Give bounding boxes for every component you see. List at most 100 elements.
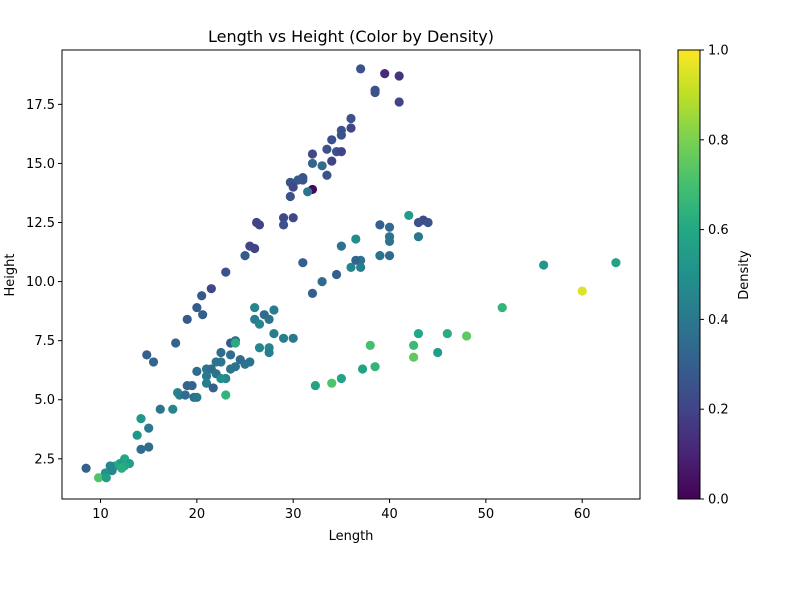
y-tick-label: 10.0 xyxy=(26,275,55,290)
data-point xyxy=(117,463,127,473)
points-layer xyxy=(81,64,621,483)
data-point xyxy=(327,135,337,145)
data-point xyxy=(394,97,404,107)
colorbar-axis: 0.0 0.2 0.4 0.6 0.8 1.0 xyxy=(700,44,729,508)
data-point xyxy=(278,213,289,223)
data-point xyxy=(144,423,154,433)
data-point xyxy=(81,463,91,473)
data-point xyxy=(230,338,240,348)
colorbar-tick-label: 0.6 xyxy=(708,223,729,238)
data-point xyxy=(293,175,303,185)
y-axis-label: Height xyxy=(3,254,18,297)
data-point xyxy=(346,113,356,124)
y-tick-label: 2.5 xyxy=(34,452,55,467)
data-point xyxy=(206,284,216,294)
data-point xyxy=(278,220,289,230)
colorbar-label: Density xyxy=(737,250,752,300)
data-point xyxy=(370,362,380,372)
data-point xyxy=(136,444,146,454)
data-point xyxy=(357,364,368,374)
data-point xyxy=(462,331,472,341)
data-point xyxy=(409,340,419,350)
colorbar-tick-label: 0.4 xyxy=(708,313,729,328)
chart-title: Length vs Height (Color by Density) xyxy=(208,27,494,46)
data-point xyxy=(136,414,146,424)
x-tick-label: 30 xyxy=(285,507,302,522)
data-point xyxy=(433,347,443,358)
data-point xyxy=(201,378,212,388)
data-point xyxy=(413,232,424,242)
data-point xyxy=(331,269,342,280)
data-point xyxy=(269,305,279,315)
data-point xyxy=(307,158,318,169)
data-point xyxy=(192,392,202,402)
data-point xyxy=(317,161,327,171)
data-point xyxy=(216,347,226,358)
data-point xyxy=(254,343,265,353)
data-point xyxy=(182,380,192,391)
data-point xyxy=(101,473,111,483)
data-point xyxy=(182,314,192,324)
data-point xyxy=(409,352,419,362)
data-point xyxy=(346,262,356,273)
data-point xyxy=(384,250,395,261)
data-point xyxy=(155,404,165,414)
data-point xyxy=(539,260,549,270)
data-point xyxy=(375,250,385,261)
data-point xyxy=(225,364,236,374)
data-point xyxy=(198,310,208,320)
data-point xyxy=(394,71,404,81)
data-point xyxy=(278,333,289,343)
data-point xyxy=(351,255,361,265)
x-axis-label: Length xyxy=(329,529,374,544)
data-point xyxy=(148,357,159,367)
y-tick-label: 5.0 xyxy=(34,393,55,408)
data-point xyxy=(254,319,265,329)
data-point xyxy=(132,430,142,440)
data-point xyxy=(356,262,366,273)
x-axis: 10 20 30 40 50 60 xyxy=(92,499,590,522)
x-tick-label: 10 xyxy=(92,507,109,522)
data-point xyxy=(264,314,274,324)
data-point xyxy=(404,210,414,221)
data-point xyxy=(384,236,395,247)
data-point xyxy=(269,328,279,339)
data-point xyxy=(264,347,274,358)
y-tick-label: 17.5 xyxy=(26,98,55,113)
data-point xyxy=(336,373,346,384)
y-tick-label: 12.5 xyxy=(26,216,55,231)
data-point xyxy=(211,357,221,367)
data-point xyxy=(192,366,202,376)
data-point xyxy=(413,217,424,228)
data-point xyxy=(310,380,320,391)
y-tick-label: 7.5 xyxy=(34,334,55,349)
y-tick-label: 15.0 xyxy=(26,157,55,172)
data-point xyxy=(298,258,308,268)
data-point xyxy=(322,144,332,154)
data-point xyxy=(375,220,385,230)
data-point xyxy=(171,338,181,348)
colorbar-tick-label: 0.8 xyxy=(708,133,729,148)
data-point xyxy=(250,302,260,313)
plot-area-frame xyxy=(61,49,641,500)
colorbar-tick-label: 0.0 xyxy=(708,493,729,508)
x-tick-label: 20 xyxy=(189,507,206,522)
data-point xyxy=(322,170,332,180)
data-point xyxy=(221,390,231,400)
data-point xyxy=(413,328,424,339)
data-point xyxy=(423,217,433,228)
data-point xyxy=(144,442,154,452)
data-point xyxy=(577,286,587,296)
data-point xyxy=(365,340,375,350)
data-point xyxy=(288,333,298,343)
data-point xyxy=(442,328,452,339)
data-point xyxy=(250,243,260,254)
data-point xyxy=(370,87,380,98)
data-point xyxy=(317,276,327,287)
data-point xyxy=(356,64,366,74)
colorbar-tick-label: 0.2 xyxy=(708,403,729,418)
data-point xyxy=(351,234,361,244)
data-point xyxy=(201,371,212,381)
data-point xyxy=(303,187,313,197)
